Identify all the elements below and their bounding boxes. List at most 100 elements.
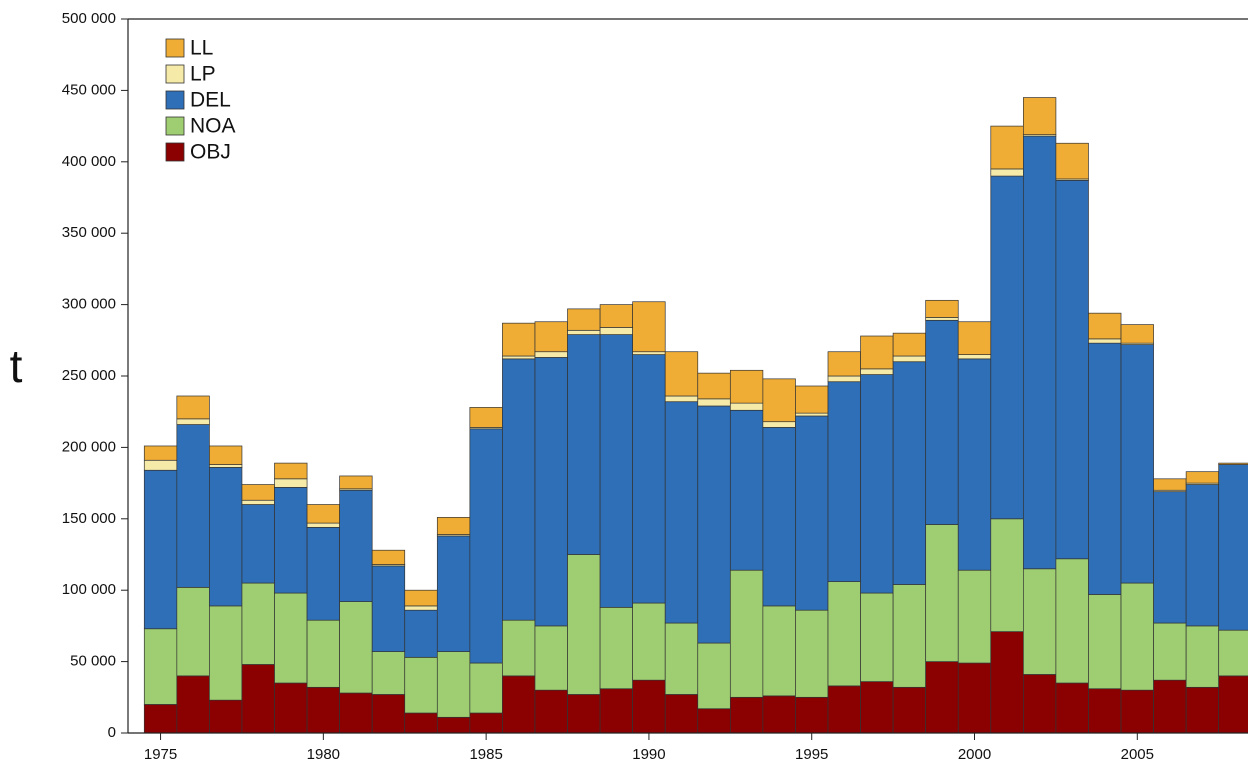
bar-segment <box>143 704 178 734</box>
bar-segment <box>827 375 861 383</box>
bar-segment <box>339 489 373 602</box>
bar-segment <box>762 421 796 428</box>
bar-segment <box>1153 679 1187 734</box>
bar-segment <box>599 688 634 734</box>
y-tick-label: 450 000 <box>62 81 116 98</box>
bar-segment <box>274 478 308 488</box>
bar-segment <box>762 378 796 423</box>
bar-segment <box>762 605 796 697</box>
bar-segment <box>664 622 699 695</box>
bar-segment <box>1022 97 1057 136</box>
bar-segment <box>1153 478 1187 491</box>
bar-segment <box>567 554 601 695</box>
bar-segment <box>339 692 373 734</box>
bar-segment <box>632 354 666 604</box>
bar-segment <box>892 355 927 363</box>
bar-segment <box>1088 688 1122 734</box>
bar-segment <box>404 605 438 611</box>
bar-segment <box>599 304 634 328</box>
bar-segment <box>990 518 1024 632</box>
bar-segment <box>1088 338 1122 344</box>
y-tick-label: 50 000 <box>70 653 116 670</box>
bar-segment <box>371 565 406 652</box>
bar-segment <box>632 351 666 355</box>
bar-segment <box>990 125 1024 170</box>
bar-segment <box>1055 558 1089 684</box>
bar-segment <box>502 322 536 357</box>
bar-segment <box>502 355 536 360</box>
y-tick-label: 300 000 <box>62 296 116 313</box>
bar-segment <box>1022 568 1057 675</box>
bar-segment <box>502 358 536 621</box>
bar-segment <box>274 592 308 684</box>
bar-segment <box>404 609 438 658</box>
bar-segment <box>371 694 406 734</box>
bar-segment <box>436 535 471 652</box>
bar-segment <box>1120 324 1154 344</box>
y-tick-label: 500 000 <box>62 10 116 27</box>
bar-segment <box>1120 689 1154 734</box>
bar-segment <box>1055 180 1089 560</box>
bar-segment <box>1055 142 1089 180</box>
bar-segment <box>143 445 178 461</box>
legend-swatch <box>165 38 185 58</box>
bar-segment <box>567 334 601 555</box>
bar-segment <box>860 335 894 370</box>
legend-label: DEL <box>190 89 231 112</box>
bar-segment <box>241 664 275 734</box>
bar-segment <box>1120 582 1154 691</box>
y-tick-label: 400 000 <box>62 153 116 170</box>
bar-segment <box>925 319 959 525</box>
bar-segment <box>664 395 699 403</box>
bar-segment <box>306 522 340 528</box>
bar-segment <box>860 681 894 734</box>
bar-segment <box>241 499 275 505</box>
bar-segment <box>860 592 894 682</box>
bar-segment <box>990 175 1024 520</box>
bar-segment <box>795 385 829 414</box>
bar-segment <box>1022 674 1057 734</box>
bar-segment <box>664 351 699 397</box>
bar-segment <box>1120 344 1154 584</box>
bar-segment <box>209 467 243 607</box>
bar-segment <box>729 402 764 411</box>
bar-segment <box>925 317 959 321</box>
bar-segment <box>306 527 340 621</box>
legend-label: NOA <box>190 115 236 138</box>
bar-segment <box>729 369 764 404</box>
bar-segment <box>925 524 959 662</box>
bar-segment <box>176 395 210 420</box>
bar-segment <box>306 619 340 688</box>
bar-segment <box>632 679 666 734</box>
bar-segment <box>469 428 503 664</box>
bar-segment <box>143 459 178 471</box>
bar-segment <box>1218 675 1248 734</box>
bar-segment <box>241 582 275 665</box>
legend-swatch <box>165 64 185 84</box>
bar-segment <box>957 569 992 664</box>
bar-segment <box>925 661 959 734</box>
bar-segment <box>436 651 471 718</box>
bar-segment <box>1153 491 1187 624</box>
bar-segment <box>404 589 438 607</box>
bar-segment <box>1218 462 1248 465</box>
bar-segment <box>339 475 373 490</box>
bar-segment <box>664 694 699 734</box>
y-tick-label: 100 000 <box>62 581 116 598</box>
bar-segment <box>632 301 666 353</box>
bar-segment <box>1185 625 1220 688</box>
bar-segment <box>1055 682 1089 734</box>
bar-segment <box>697 642 731 710</box>
bar-segment <box>697 405 731 644</box>
bar-segment <box>632 602 666 681</box>
bar-segment <box>534 351 568 358</box>
bar-segment <box>371 651 406 695</box>
bar-segment <box>209 699 243 734</box>
y-tick-label: 350 000 <box>62 224 116 241</box>
bar-segment <box>1153 622 1187 681</box>
legend-swatch <box>165 142 185 162</box>
bar-segment <box>990 168 1024 177</box>
bar-segment <box>1022 135 1057 570</box>
bar-segment <box>209 605 243 701</box>
bar-segment <box>925 299 959 318</box>
